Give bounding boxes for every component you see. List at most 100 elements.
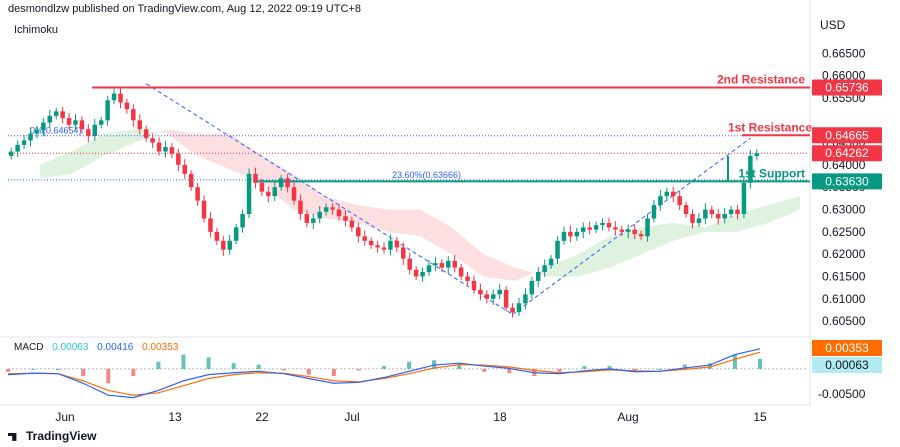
price-axis[interactable]: 0.665000.660000.655000.645000.640000.635… — [812, 46, 882, 328]
macd-histogram-bar — [131, 368, 136, 377]
candle-body — [613, 227, 618, 230]
time-tick: 15 — [753, 410, 767, 424]
candle-body — [510, 307, 515, 313]
macd-histogram-bar — [557, 368, 562, 372]
candle-body — [201, 200, 207, 219]
candle-body — [118, 93, 123, 103]
candle-body — [208, 218, 213, 232]
candle-body — [86, 129, 91, 136]
candle-body — [317, 211, 322, 219]
macd-histogram-bar — [407, 361, 412, 369]
macd-histogram-bar — [181, 354, 186, 369]
cloud-segment — [325, 196, 357, 223]
candle-body — [34, 130, 40, 134]
trendlines — [145, 83, 751, 315]
cloud-segment — [230, 133, 262, 183]
macd-histogram-bar — [482, 368, 487, 372]
candle-body — [696, 218, 702, 223]
price-badge-label: 0.64262 — [825, 146, 869, 160]
candle-body — [336, 209, 342, 217]
support-resistance-levels: 0%(0.64654) 23.60%(0.63666) 2nd Resistance… — [8, 72, 812, 183]
candlesticks — [8, 87, 760, 318]
candle-body — [580, 227, 586, 232]
candle-body — [246, 173, 252, 214]
cloud-segment — [420, 209, 452, 255]
candle-body — [182, 164, 188, 174]
candle-body — [375, 245, 380, 248]
macd-histogram-bar — [356, 368, 361, 371]
candle-body — [362, 236, 367, 241]
candle-body — [41, 122, 46, 131]
candle-body — [407, 258, 412, 270]
candle-body — [683, 205, 689, 214]
candle-body — [561, 231, 567, 241]
candle-body — [47, 115, 53, 123]
candle-body — [484, 294, 490, 299]
macd-histogram-bar — [281, 368, 286, 371]
cloud-segment — [135, 129, 167, 143]
candle-body — [471, 280, 477, 290]
candle-body — [28, 133, 33, 141]
candle-body — [253, 173, 258, 183]
trendline[interactable] — [512, 137, 751, 315]
fib-label: 0%(0.64654) — [30, 126, 82, 136]
macd-legend: MACD 0.00063 0.00416 0.00353 — [14, 342, 184, 353]
candle-body — [568, 231, 573, 237]
cloud-segment — [451, 227, 484, 277]
macd-histogram-bar — [106, 368, 111, 384]
cloud-segment — [198, 133, 230, 170]
candle-body — [323, 207, 329, 212]
candle-body — [221, 240, 226, 250]
candle-body — [413, 269, 419, 277]
price-badge-label: 0.65736 — [825, 80, 869, 94]
price-tick: 0.61500 — [822, 269, 866, 283]
time-axis[interactable]: Jun 13 22 Jul 18 Aug 15 — [55, 410, 767, 424]
candle-body — [658, 196, 663, 206]
candle-body — [555, 240, 560, 259]
candle-body — [606, 222, 612, 228]
candle-body — [690, 214, 695, 223]
candle-body — [433, 263, 438, 266]
macd-badge-label: 0.00063 — [825, 358, 869, 372]
cloud-segment — [483, 254, 515, 281]
candle-body — [401, 247, 406, 259]
time-tick: 18 — [493, 410, 507, 424]
macd-histogram-bar — [156, 361, 161, 369]
macd-histogram-bar — [331, 368, 336, 377]
candle-body — [259, 182, 265, 192]
candle-body — [169, 147, 175, 154]
trendline[interactable] — [145, 83, 513, 315]
cloud-segment — [610, 227, 642, 268]
candle-body — [542, 265, 547, 272]
candle-body — [439, 263, 445, 268]
candle-body — [150, 138, 155, 143]
cloud-segment — [166, 129, 199, 156]
macd-histogram-bar — [56, 368, 61, 370]
macd-histogram-bar — [582, 366, 587, 369]
candle-body — [79, 120, 85, 130]
candle-body — [124, 102, 130, 110]
candle-body — [311, 218, 316, 223]
tradingview-logo[interactable]: TradingView — [8, 429, 96, 443]
candle-body — [285, 178, 290, 188]
price-tick: 0.63000 — [822, 203, 866, 217]
macd-histogram-bar — [31, 368, 36, 370]
macd-histogram-bar — [256, 364, 261, 369]
candle-body — [748, 156, 753, 183]
publisher-line: desmondlzw published on TradingView.com,… — [8, 3, 361, 15]
candle-body — [426, 265, 432, 272]
time-tick: Jun — [55, 410, 74, 424]
cloud-segment — [261, 156, 294, 210]
candle-body — [452, 260, 457, 268]
candle-body — [465, 276, 470, 281]
candle-body — [53, 111, 59, 116]
macd-line — [7, 348, 761, 399]
candle-body — [381, 247, 387, 250]
cloud-segment — [768, 196, 800, 223]
candle-body — [446, 260, 451, 268]
candle-body — [741, 182, 747, 214]
level-label: 2nd Resistance — [717, 72, 805, 86]
candle-body — [214, 231, 220, 241]
candle-body — [703, 209, 708, 219]
